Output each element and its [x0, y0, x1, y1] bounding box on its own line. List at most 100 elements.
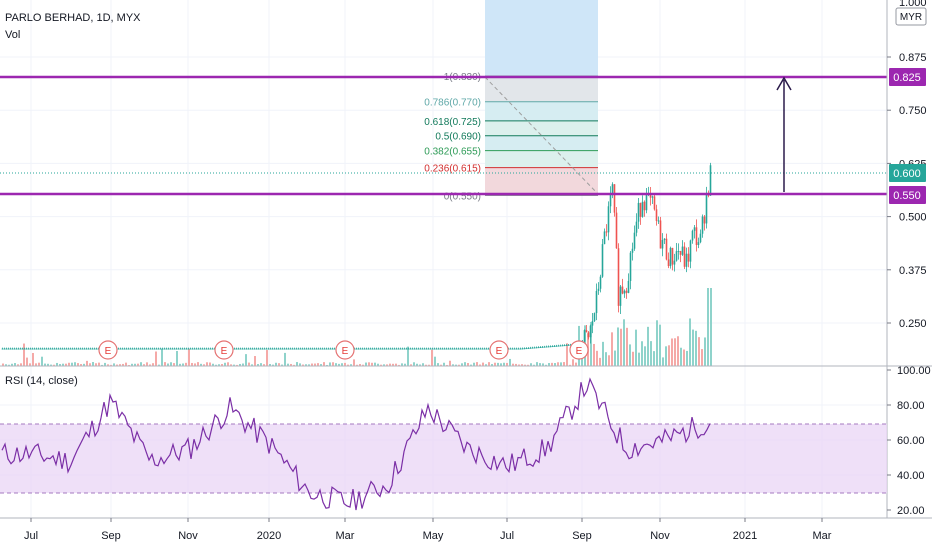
candle-body [369, 348, 372, 350]
candle-body [519, 348, 522, 350]
time-axis[interactable]: Jul Sep Nov 2020 Mar May Jul Sep Nov 2021 Mar [24, 518, 832, 542]
target-arrow[interactable] [776, 76, 792, 192]
candle-body [63, 348, 66, 350]
candle-body [561, 345, 564, 347]
volume-bar [341, 363, 343, 366]
volume-bar [14, 363, 16, 366]
candle-body [685, 253, 688, 267]
volume-bar [356, 364, 358, 366]
volume-bar [692, 329, 694, 366]
candle-body [269, 348, 272, 350]
candle-body [309, 348, 312, 350]
rsi-axis[interactable]: 100.00 80.00 60.00 40.00 20.00 [887, 365, 931, 517]
candle-body [167, 348, 170, 350]
volume-bar [368, 362, 370, 366]
candle-body [147, 348, 150, 350]
volume-bar [530, 363, 532, 366]
candle-body [415, 348, 418, 350]
volume-bar [467, 363, 469, 366]
candle-body [239, 348, 242, 350]
fib-level-label: 0.236(0.615) [424, 164, 481, 175]
candle-body [315, 348, 318, 350]
volume-bar [50, 364, 52, 366]
candle-body [13, 348, 16, 350]
candle-body [397, 348, 400, 350]
candle-body [79, 348, 82, 350]
candle-body [261, 348, 264, 350]
candle-body [149, 348, 152, 350]
candle-body [635, 221, 638, 233]
volume-bar [251, 364, 253, 366]
fib-zone [485, 101, 598, 121]
candle-body [567, 344, 570, 346]
volume-bar [245, 354, 247, 366]
volume-bar [134, 363, 136, 366]
candle-body [419, 348, 422, 350]
volume-bar [461, 363, 463, 366]
volume-bar [152, 363, 154, 366]
candle-body [513, 348, 516, 350]
candle-body [245, 348, 248, 350]
volume-bar [488, 362, 490, 366]
volume-bar [374, 362, 376, 366]
volume-bar [284, 352, 286, 366]
candle-body [305, 348, 308, 350]
candle-body [695, 227, 698, 246]
time-tick-label: Mar [336, 530, 355, 542]
candle-body [691, 230, 694, 241]
volume-bar [239, 363, 241, 366]
candle-body [123, 348, 126, 350]
candle-body [551, 346, 554, 348]
candle-body [289, 348, 292, 350]
volume-bar [80, 364, 82, 366]
candle-body [65, 348, 68, 350]
volume-bar [185, 362, 187, 366]
candle-body [295, 348, 298, 350]
rsi-band [0, 424, 887, 493]
volume-bar [146, 362, 148, 366]
candle-body [433, 348, 436, 350]
candle-body [483, 348, 486, 350]
candle-body [297, 348, 300, 350]
candle-body [689, 240, 692, 262]
volume-bar [539, 363, 541, 366]
candle-body [603, 231, 606, 245]
earnings-circle [98, 340, 118, 360]
volume-bar [248, 362, 250, 366]
volume-bar [353, 359, 355, 366]
price-tick-label: 0.875 [899, 52, 927, 64]
volume-bar [569, 364, 571, 366]
candle-body [437, 348, 440, 350]
candle-body [205, 348, 208, 350]
volume-bar [590, 321, 592, 366]
candle-body [131, 348, 134, 350]
candle-body [515, 348, 518, 350]
last-price-label: 0.600 [889, 164, 926, 182]
candle-body [697, 242, 700, 246]
candle-body [249, 348, 252, 350]
candle-body [25, 348, 28, 350]
price-tick-label: 0.750 [899, 105, 927, 117]
time-tick-label: Sep [572, 530, 592, 542]
candle-body [417, 348, 420, 350]
rsi-label: RSI (14, close) [5, 375, 78, 387]
candle-body [619, 286, 622, 306]
earnings-label: E [221, 346, 228, 357]
volume-bar [176, 351, 178, 366]
volume-bar [614, 350, 616, 366]
volume-bar [482, 362, 484, 366]
volume-bar [221, 364, 223, 366]
volume-bar [194, 363, 196, 366]
candle-body [639, 202, 642, 217]
volume-bar [554, 363, 556, 366]
candle-body [283, 348, 286, 350]
earnings-circle [489, 340, 509, 360]
volume-bar [41, 356, 43, 366]
volume-bar [581, 354, 583, 366]
volume-bar [626, 327, 628, 366]
candle-body [75, 348, 78, 350]
candle-body [409, 348, 412, 350]
volume-bar [128, 364, 130, 366]
